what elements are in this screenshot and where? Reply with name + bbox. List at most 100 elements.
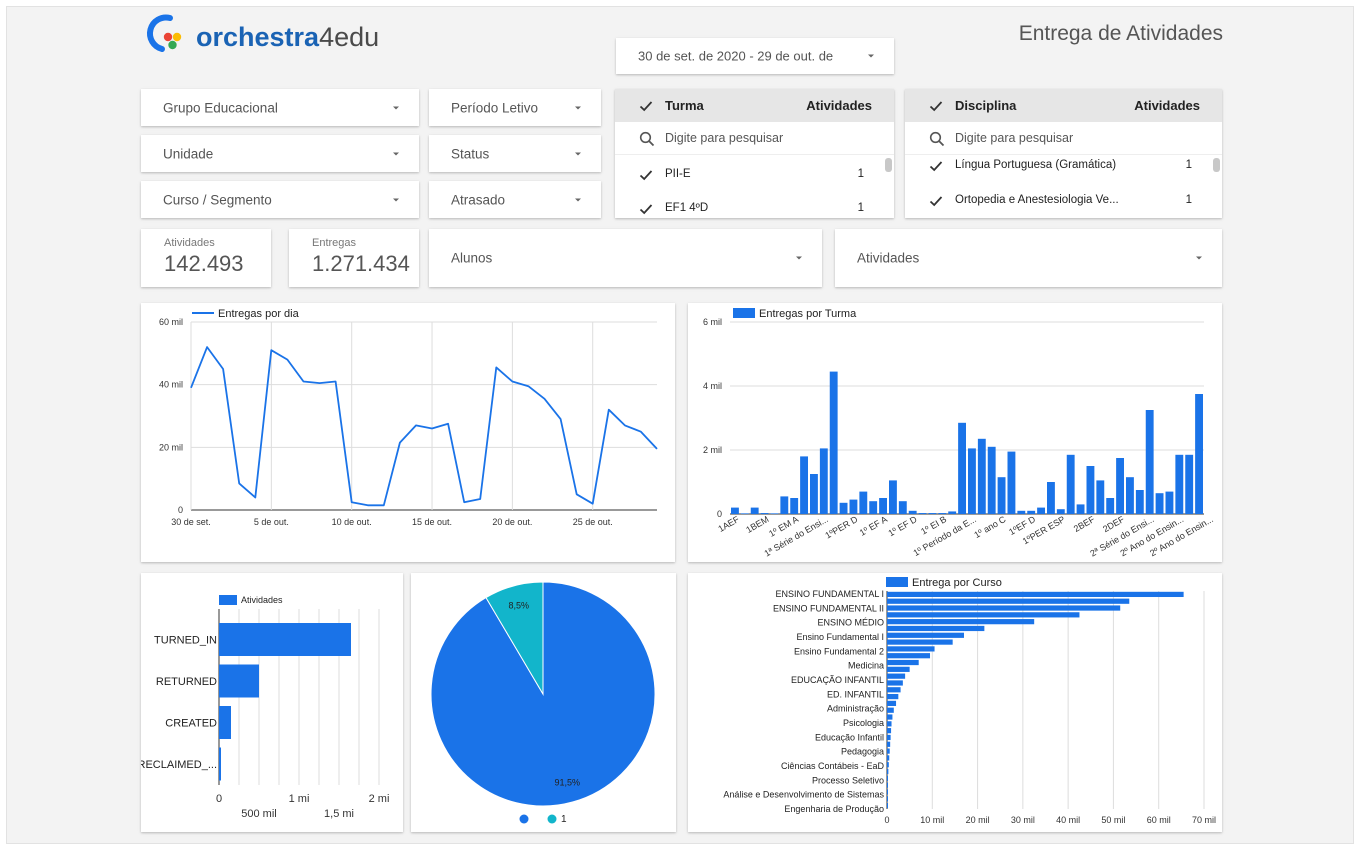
list-item[interactable]: Ortopedia e Anestesiologia Ve... 1 — [905, 184, 1208, 218]
x-tick-label: 1ºPER D — [823, 514, 859, 541]
line-chart: 0 20 mil 40 mil 60 mil 30 de set. 5 de out. 10… — [159, 308, 658, 527]
page-title: Entrega de Atividades — [1018, 22, 1223, 45]
x-tick-label: 20 de out. — [492, 517, 532, 527]
check-icon — [639, 204, 653, 215]
bar — [887, 796, 888, 802]
x-tick-label: 1,5 mi — [324, 808, 354, 820]
category-label: RECLAIMED_... — [141, 759, 217, 771]
bar — [780, 496, 789, 514]
bar-chart-status: 0 1 mi 2 mi 500 mil 1,5 mi Atividades TURNED_I… — [138, 595, 389, 820]
list-header-count: Atividades — [806, 98, 872, 113]
legend-label: Entregas por dia — [218, 308, 300, 320]
bar — [887, 659, 919, 666]
filter-atividades[interactable]: Atividades — [835, 229, 1222, 287]
bar — [887, 714, 893, 720]
bar — [887, 666, 910, 672]
x-tick-label: 5 de out. — [254, 517, 289, 527]
scrollbar-thumb[interactable] — [885, 158, 892, 172]
turma-search-input[interactable]: Digite para pesquisar — [615, 123, 894, 155]
bar — [887, 605, 1121, 611]
y-tick-label: 0 — [178, 505, 183, 515]
bar — [1195, 394, 1203, 514]
list-item[interactable]: EF1 4ºD 1 — [615, 192, 880, 218]
kpi-label: Entregas — [312, 237, 357, 249]
filter-alunos[interactable]: Alunos — [429, 229, 822, 287]
x-tick-label: 0 — [216, 793, 222, 805]
bar — [887, 755, 890, 761]
logo-text: orchestra4edu — [196, 22, 379, 53]
bar — [887, 646, 935, 652]
bar — [839, 502, 848, 514]
list-item[interactable]: PII-E 1 — [615, 158, 880, 192]
x-tick-label: 20 mil — [966, 815, 990, 825]
chevron-down-icon — [393, 152, 399, 155]
list-item-count: 1 — [1185, 194, 1192, 206]
list-item-name: EF1 4ºD — [665, 202, 709, 214]
bar — [731, 507, 739, 514]
category-label: Educação Infantil — [815, 732, 884, 742]
x-tick-label: 0 — [884, 815, 889, 825]
category-label: ENSINO FUNDAMENTAL I — [775, 589, 884, 599]
slice-label: 8,5% — [509, 600, 530, 610]
chart-card-entregas-por-dia: 0 20 mil 40 mil 60 mil 30 de set. 5 de out. 10… — [141, 303, 675, 562]
x-tick-label: 50 mil — [1101, 815, 1125, 825]
check-icon[interactable] — [929, 99, 943, 113]
chevron-down-icon — [575, 106, 581, 109]
x-tick-label: 25 de out. — [573, 517, 613, 527]
bar — [887, 693, 899, 700]
x-tick-label: 60 mil — [1147, 815, 1171, 825]
filter-unidade[interactable]: Unidade — [141, 135, 419, 172]
date-range-label: 30 de set. de 2020 - 29 de out. de — [638, 48, 834, 64]
category-label: Ensino Fundamental I — [796, 632, 884, 642]
bar — [887, 762, 889, 768]
legend-swatch — [733, 308, 755, 318]
y-tick-label: 2 mil — [703, 445, 722, 455]
bar — [1076, 504, 1085, 514]
search-placeholder: Digite para pesquisar — [665, 131, 784, 145]
chevron-down-icon — [1196, 256, 1202, 260]
bar — [887, 707, 894, 713]
filter-periodo-letivo[interactable]: Período Letivo — [429, 89, 601, 126]
bar — [1037, 507, 1045, 514]
disciplina-search-input[interactable]: Digite para pesquisar — [905, 123, 1222, 155]
legend-swatch — [886, 577, 908, 587]
list-item[interactable]: Língua Portuguesa (Gramática) 1 — [905, 149, 1208, 183]
category-label: RETURNED — [156, 676, 217, 688]
chevron-down-icon — [575, 152, 581, 155]
chart-card-pie: 91,5% 8,5% 1 — [411, 573, 676, 832]
category-label: Psicologia — [843, 718, 884, 728]
date-range-picker[interactable]: 30 de set. de 2020 - 29 de out. de — [616, 38, 894, 74]
chevron-down-icon — [393, 106, 399, 109]
category-label: Análise e Desenvolvimento de Sistemas — [723, 790, 884, 800]
filter-grupo-educacional[interactable]: Grupo Educacional — [141, 89, 419, 126]
turma-filter-list: Turma Atividades Digite para pesquisar P… — [615, 89, 894, 218]
check-icon[interactable] — [639, 99, 653, 113]
bar — [879, 498, 887, 514]
bar — [1086, 466, 1095, 514]
bar — [887, 673, 906, 679]
y-tick-label: 40 mil — [159, 380, 183, 390]
logo-text-part1: orchestra — [196, 22, 320, 52]
category-label: Engenharia de Produção — [784, 804, 884, 814]
category-label: Administração — [827, 704, 884, 714]
chevron-down-icon — [868, 54, 874, 58]
bar — [800, 456, 808, 514]
bar — [889, 480, 897, 514]
bar — [887, 612, 1080, 618]
bar — [1155, 493, 1164, 514]
bar — [918, 513, 927, 514]
x-tick-label: 1º EF A — [858, 514, 889, 538]
list-item-name: PII-E — [665, 168, 691, 180]
bar — [887, 748, 890, 754]
bar — [1116, 458, 1124, 514]
scrollbar-thumb[interactable] — [1213, 158, 1220, 172]
filter-atrasado[interactable]: Atrasado — [429, 181, 601, 218]
filter-status[interactable]: Status — [429, 135, 601, 172]
list-item-count: 1 — [857, 168, 864, 180]
check-icon — [639, 170, 653, 181]
chart-card-atividades-status: 0 1 mi 2 mi 500 mil 1,5 mi Atividades TURNED_I… — [138, 573, 403, 832]
filter-curso-segmento[interactable]: Curso / Segmento — [141, 181, 419, 218]
kpi-atividades: Atividades 142.493 — [141, 229, 271, 287]
bar — [1027, 510, 1036, 514]
bar — [908, 510, 917, 514]
